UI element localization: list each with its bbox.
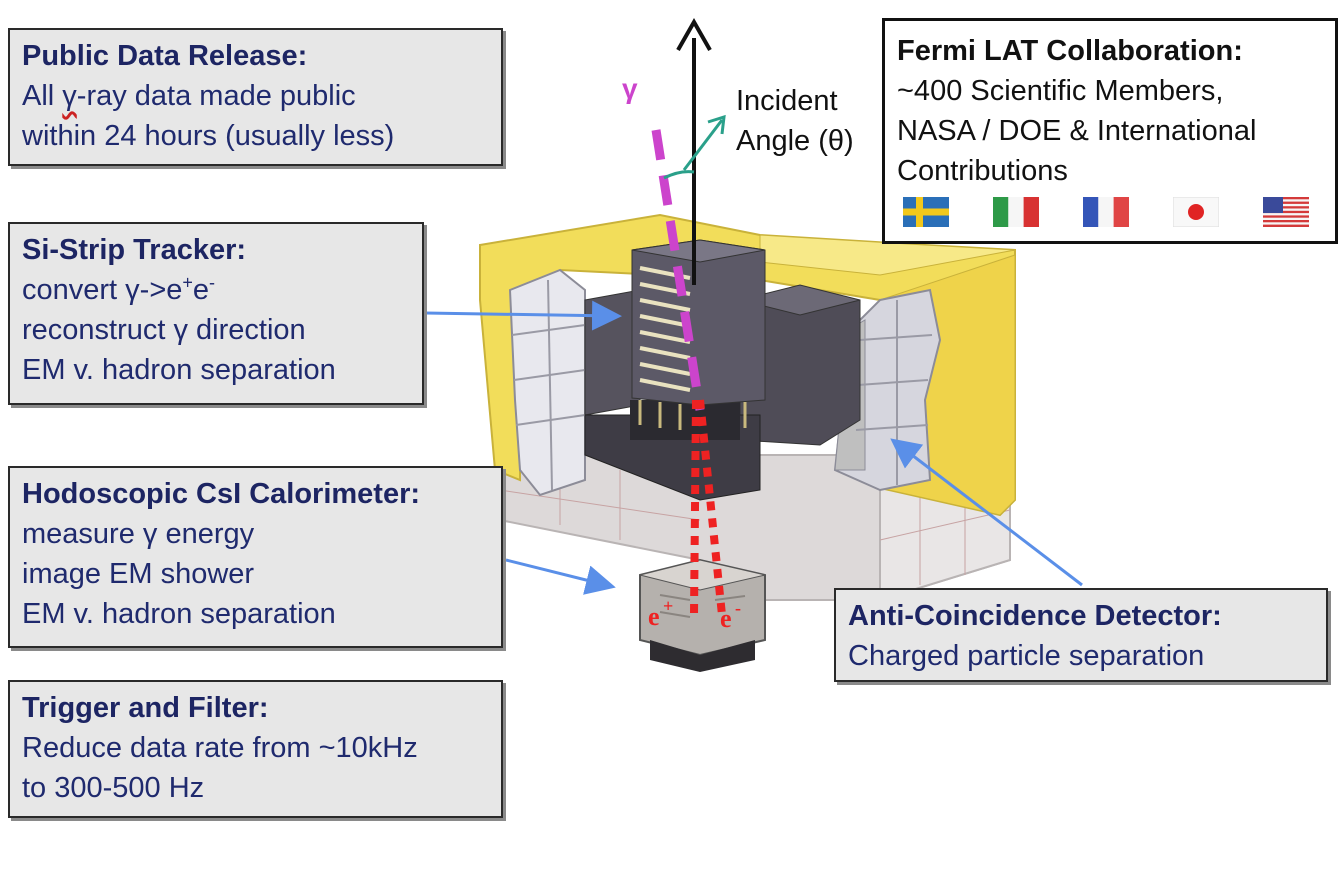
central-tracker-tower (631, 239, 766, 430)
electron-sup: - (735, 598, 741, 618)
trigger-heading: Trigger and Filter: (22, 692, 269, 724)
gamma-track (651, 129, 705, 411)
calorimeter-module (639, 558, 766, 672)
calorimeter-line1: measure γ energy (22, 518, 255, 550)
italy-flag-icon (993, 197, 1039, 227)
incident-angle-arrow (663, 114, 726, 180)
tracker-line1-mid: e (192, 274, 210, 306)
public-data-line2: within 24 hours (usually less) (22, 120, 395, 152)
positron-letter: e (648, 602, 660, 631)
incident-angle-label-line2: Angle (θ) (736, 125, 854, 157)
acd-line1: Charged particle separation (848, 640, 1205, 672)
acd-callout-arrow (890, 438, 1083, 587)
tracker-line3: EM v. hadron separation (22, 354, 336, 386)
tracker-sup-plus: + (182, 272, 193, 293)
si-strip-tracker-box: Si-Strip Tracker: convert γ->e+e- recons… (8, 222, 424, 405)
calorimeter-heading: Hodoscopic CsI Calorimeter: (22, 478, 421, 510)
trigger-line1: Reduce data rate from ~10kHz (22, 732, 418, 764)
vertical-axis-arrow (676, 17, 712, 285)
tracker-line1-pre: convert γ->e (22, 274, 183, 306)
calorimeter-line3: EM v. hadron separation (22, 598, 336, 630)
sweden-flag-icon (903, 197, 949, 227)
trigger-line2: to 300-500 Hz (22, 772, 205, 804)
collaboration-heading: Fermi LAT Collaboration: (897, 35, 1243, 67)
positron-sup: + (663, 596, 673, 616)
tracker-callout-arrow (424, 300, 622, 331)
calorimeter-callout-arrow (505, 558, 616, 595)
tracker-line2: reconstruct γ direction (22, 314, 306, 346)
public-data-line1: All γ-ray data made public (22, 76, 491, 116)
acd-heading: Anti-Coincidence Detector: (848, 600, 1222, 632)
flag-row (897, 197, 1325, 227)
public-data-release-box: Public Data Release: All γ-ray data made… (8, 28, 503, 166)
electron-letter: e (720, 604, 732, 633)
electron-label: e - (720, 598, 741, 633)
tracker-planes (639, 266, 691, 392)
callout-arrows (424, 300, 1083, 595)
collaboration-line3: Contributions (897, 155, 1068, 187)
collaboration-line2: NASA / DOE & International (897, 115, 1257, 147)
gamma-symbol: γ (62, 80, 77, 112)
tracker-sup-minus: - (209, 272, 216, 293)
public-data-heading: Public Data Release: (22, 40, 308, 72)
japan-flag-icon (1173, 197, 1219, 227)
collaboration-box: Fermi LAT Collaboration: ~400 Scientific… (882, 18, 1338, 244)
left-acd-tiles (508, 268, 586, 497)
public-data-line1-post: -ray data made public (76, 80, 356, 112)
gamma-label: γ (622, 73, 638, 104)
tracker-line1: convert γ->e+e- (22, 270, 412, 310)
collaboration-line1: ~400 Scientific Members, (897, 75, 1224, 107)
trigger-filter-box: Trigger and Filter: Reduce data rate fro… (8, 680, 503, 818)
tracker-heading: Si-Strip Tracker: (22, 234, 247, 266)
positron-label: e + (648, 596, 673, 631)
electron-tracks (690, 399, 726, 616)
public-data-line1-pre: All (22, 80, 63, 112)
calorimeter-box: Hodoscopic CsI Calorimeter: measure γ en… (8, 466, 503, 648)
france-flag-icon (1083, 197, 1129, 227)
calorimeter-line2: image EM shower (22, 558, 255, 590)
acd-box: Anti-Coincidence Detector: Charged parti… (834, 588, 1328, 682)
incident-angle-label-line1: Incident (736, 85, 838, 117)
usa-flag-icon (1263, 197, 1309, 227)
